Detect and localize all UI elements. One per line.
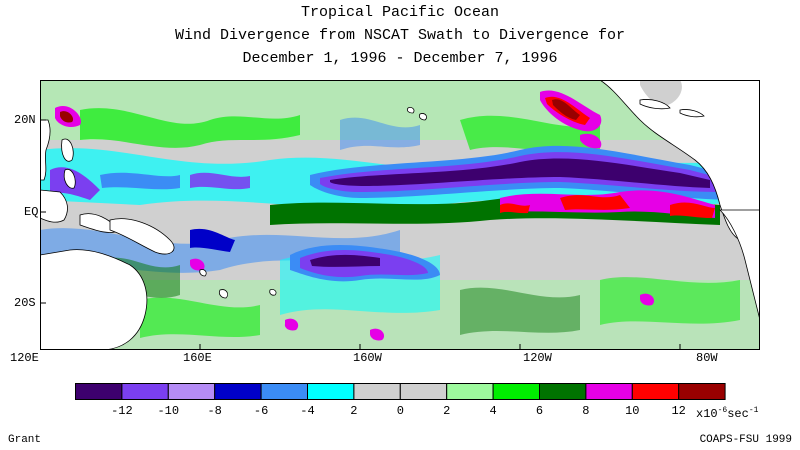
legend-swatch <box>585 383 633 400</box>
legend-swatch <box>399 383 448 400</box>
legend-swatch <box>260 383 309 400</box>
legend-units-suffix-exp: -1 <box>748 406 759 415</box>
land-masses <box>40 80 760 350</box>
legend-swatch <box>492 383 541 400</box>
legend-tick-label: 4 <box>489 404 496 418</box>
legend-tick-label: 10 <box>625 404 639 418</box>
legend-tick-label: 2 <box>443 404 450 418</box>
lon-label-160e: 160E <box>183 351 212 365</box>
legend-swatch <box>539 383 587 400</box>
lat-label-20s: 20S <box>14 296 36 310</box>
legend-tick-label: -4 <box>300 404 314 418</box>
legend-tick-label: 8 <box>582 404 589 418</box>
legend-tick-label: -8 <box>207 404 221 418</box>
legend-swatch <box>75 383 123 400</box>
map-frame <box>40 80 760 350</box>
legend-tick-label: 6 <box>536 404 543 418</box>
legend-swatch <box>167 383 216 400</box>
lat-label-eq: EQ <box>24 205 39 219</box>
title-line-1: Tropical Pacific Ocean <box>300 4 500 21</box>
legend-units-base: x10 <box>696 407 718 421</box>
footer-credit: COAPS-FSU 1999 <box>699 434 792 446</box>
legend-units-suffix: sec <box>727 407 749 421</box>
legend-tick-label: -12 <box>111 404 133 418</box>
legend-tick-label: -10 <box>157 404 179 418</box>
footer-author: Grant <box>8 434 42 446</box>
legend-tick-label: 0 <box>397 404 404 418</box>
divergence-map <box>40 80 760 350</box>
legend-units-exp: -6 <box>717 406 728 415</box>
south-convergence <box>50 167 440 282</box>
title-line-2: Wind Divergence from NSCAT Swath to Dive… <box>174 27 626 44</box>
legend-tick-label: -6 <box>254 404 268 418</box>
legend-swatch <box>353 383 401 400</box>
lon-label-160w: 160W <box>353 351 382 365</box>
legend-swatch <box>121 383 169 400</box>
lon-label-80w: 80W <box>696 351 718 365</box>
lat-label-20n: 20N <box>14 113 36 127</box>
legend-tick-label: 2 <box>350 404 357 418</box>
lon-label-120e: 120E <box>10 351 39 365</box>
legend-swatch <box>631 383 680 400</box>
legend-swatch <box>214 383 262 400</box>
legend-units: x10-6sec-1 <box>696 404 758 421</box>
lon-label-120w: 120W <box>523 351 552 365</box>
hawaii-islands <box>406 107 428 121</box>
title-line-3: December 1, 1996 - December 7, 1996 <box>242 50 558 67</box>
divergence-band <box>270 190 720 225</box>
legend-tick-label: 12 <box>671 404 685 418</box>
legend-swatch <box>307 383 355 400</box>
legend-swatch <box>446 383 494 400</box>
axis-ticks <box>40 119 681 350</box>
convergence-band <box>310 145 730 200</box>
legend-swatch <box>678 383 726 400</box>
color-legend: -12 -10 -8 -6 -4 2 0 2 4 6 8 10 12 <box>75 383 726 418</box>
